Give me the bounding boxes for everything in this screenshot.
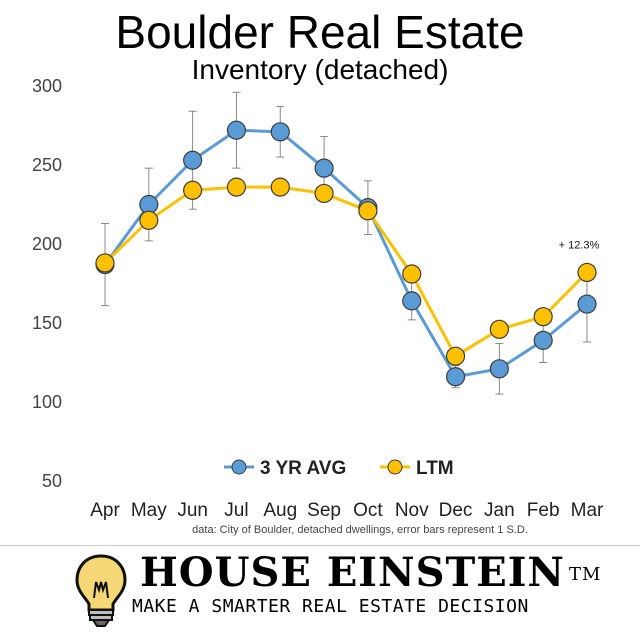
x-tick-label: Oct [353,500,383,521]
y-tick-label: 50 [42,471,62,491]
x-tick-label: Jun [177,500,208,521]
y-tick-label: 250 [32,155,62,175]
x-tick-label: Jan [484,500,515,521]
data-point-3-yr-avg [183,150,203,170]
x-tick-label: Nov [395,500,429,521]
brand-tagline: MAKE A SMARTER REAL ESTATE DECISION [132,596,529,617]
lightbulb-icon [75,554,127,627]
brand-name: HOUSE EINSTEIN TM [140,550,601,596]
y-tick-label: 200 [32,234,62,254]
data-point-3-yr-avg [226,120,247,140]
data-point-ltm [358,201,378,221]
x-tick-label: Sep [307,500,341,521]
legend-label: LTM [416,458,454,479]
x-tick-label: Aug [263,500,297,521]
data-point-ltm [533,307,553,327]
y-tick-label: 300 [32,76,62,96]
brand-name-text: HOUSE EINSTEIN [140,549,565,596]
annotation-label: + 12.3% [559,239,600,251]
data-point-3-yr-avg [533,330,553,350]
x-tick-label: Dec [439,500,473,521]
x-tick-label: Apr [90,500,120,521]
legend-marker [231,459,247,475]
legend-marker [387,459,403,475]
x-tick-label: Feb [527,500,560,521]
series-line-3-yr-avg [103,128,588,379]
data-point-3-yr-avg [314,158,334,178]
series-line-ltm [103,185,589,358]
brand-footer: HOUSE EINSTEIN TM MAKE A SMARTER REAL EST… [72,550,612,630]
data-point-ltm [445,346,466,366]
y-tick-label: 100 [32,392,62,412]
data-point-3-yr-avg [577,294,597,314]
legend-label: 3 YR AVG [260,458,346,479]
data-point-3-yr-avg [270,122,290,142]
chart-subtitle: Inventory (detached) [191,54,449,85]
data-point-3-yr-avg [402,291,422,311]
data-point-ltm [183,180,203,200]
x-tick-label: Jul [224,500,248,521]
data-point-ltm [489,319,509,339]
data-point-ltm [95,253,115,273]
data-point-ltm [139,210,159,230]
data-point-ltm [270,177,290,197]
chart-title: Boulder Real Estate [115,6,525,58]
x-tick-label: May [131,500,167,521]
trademark-mark: TM [569,564,602,585]
data-point-ltm [577,262,597,283]
data-point-3-yr-avg [445,367,466,387]
y-tick-label: 150 [32,313,62,333]
data-source-note: data: City of Boulder, detached dwelling… [192,524,528,536]
data-point-ltm [226,177,247,197]
data-point-3-yr-avg [489,359,509,379]
footer-divider [0,545,640,546]
x-tick-label: Mar [571,500,604,521]
line-chart: 50 100 150 200 250 300 Apr May Jun Jul Aug Sep Oct No… [32,76,604,521]
data-point-ltm [402,264,422,284]
data-point-ltm [314,183,334,204]
